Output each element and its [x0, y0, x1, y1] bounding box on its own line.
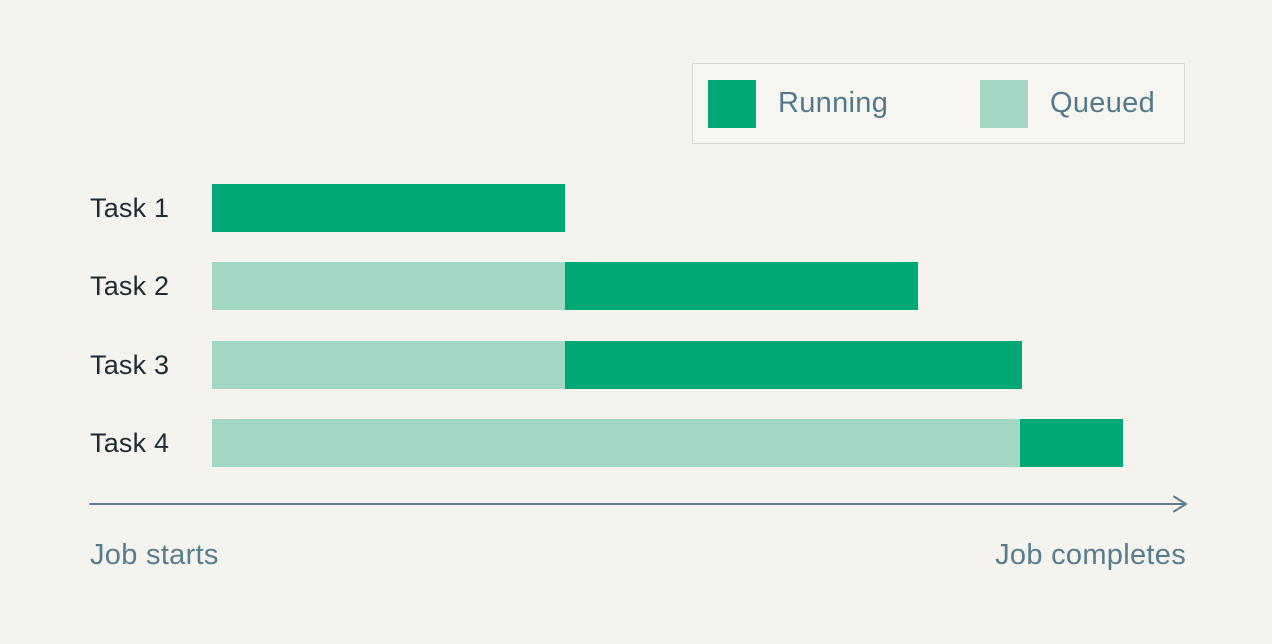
task-row: Task 2 [0, 262, 1272, 310]
bar-segment-running [212, 184, 566, 232]
task-label: Task 4 [90, 427, 170, 458]
bar-segment-queued [212, 262, 566, 310]
bar-segment-running [565, 262, 919, 310]
timeline-axis-arrow-icon [89, 495, 1187, 513]
task-bar [212, 419, 1185, 467]
task-bar [212, 341, 1185, 389]
bar-segment-running [1019, 419, 1123, 467]
queued-swatch-icon [980, 79, 1028, 128]
task-row: Task 3 [0, 341, 1272, 389]
axis-end-label: Job completes [995, 539, 1186, 571]
task-label: Task 1 [90, 192, 170, 223]
axis-start-label: Job starts [90, 539, 219, 571]
running-swatch-icon [708, 79, 756, 128]
task-row: Task 4 [0, 419, 1272, 467]
legend-label-queued: Queued [1050, 87, 1155, 119]
legend-item-queued: Queued [980, 64, 1155, 143]
legend-label-running: Running [778, 87, 889, 119]
bar-segment-running [565, 341, 1023, 389]
task-bar [212, 262, 1185, 310]
legend: Running Queued [692, 63, 1185, 144]
task-label: Task 2 [90, 270, 170, 301]
bar-segment-queued [212, 419, 1020, 467]
task-label: Task 3 [90, 349, 170, 380]
task-row: Task 1 [0, 184, 1272, 232]
legend-item-running: Running [708, 64, 888, 143]
bar-segment-queued [212, 341, 566, 389]
task-bar [212, 184, 1185, 232]
